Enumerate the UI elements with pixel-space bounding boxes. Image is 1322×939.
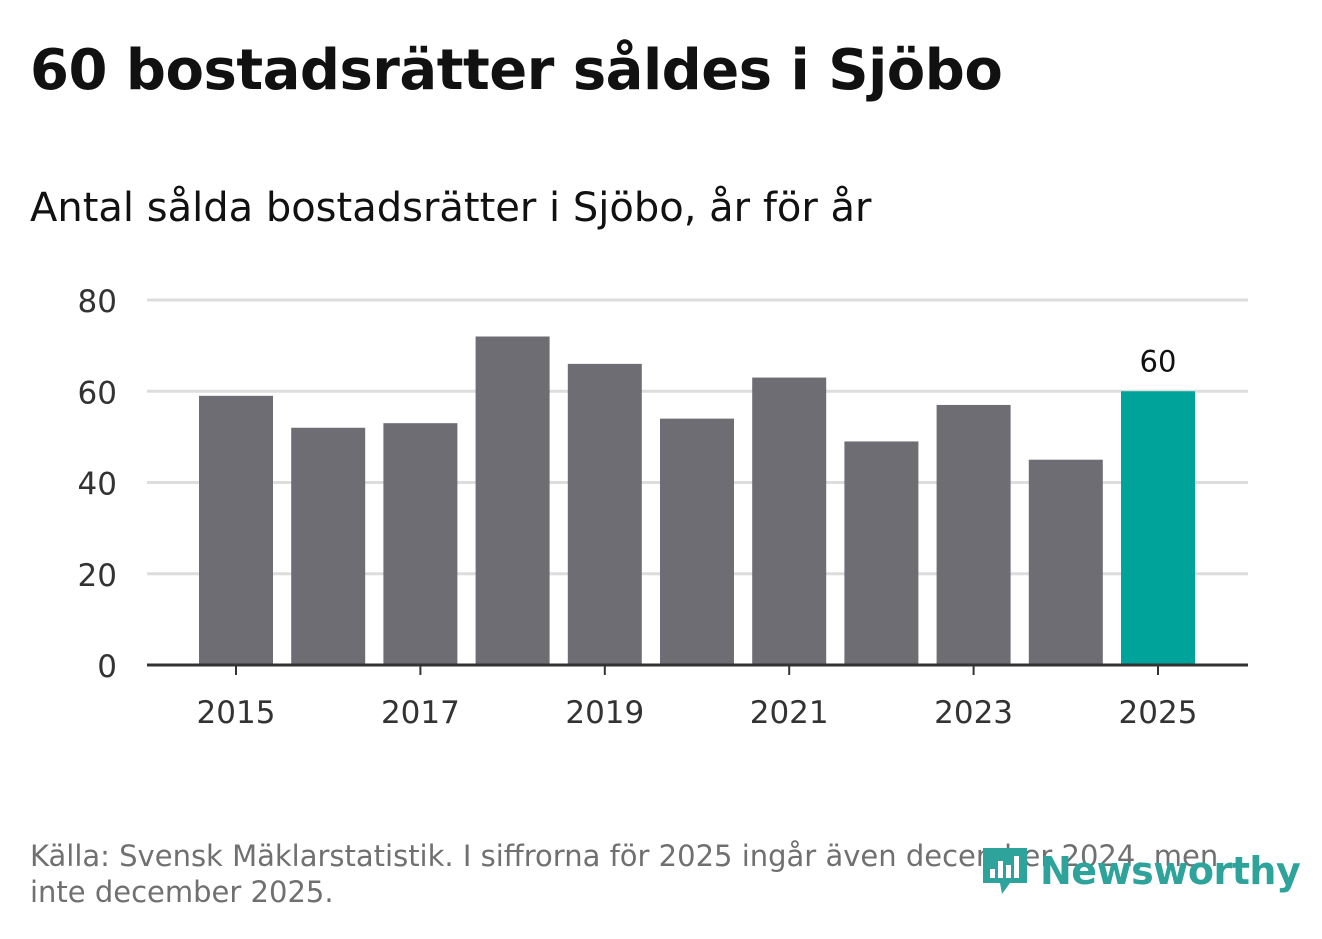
bar (844, 441, 919, 665)
newsworthy-logo-icon (983, 848, 1027, 894)
bar-chart: 0 20 40 60 80 60 2015 2017 2019 2021 2023 2025 (78, 284, 1248, 731)
y-tick-label: 80 (78, 284, 117, 320)
chart-subtitle: Antal sålda bostadsrätter i Sjöbo, år fö… (30, 185, 872, 231)
y-tick-label: 20 (78, 558, 117, 594)
x-tick-label: 2025 (1119, 695, 1198, 731)
data-label: 60 (1140, 344, 1177, 378)
bar (383, 423, 458, 665)
bar (1028, 459, 1103, 665)
bar (199, 395, 273, 665)
bar (475, 336, 550, 665)
bar-highlight (1121, 391, 1195, 665)
y-tick-label: 40 (78, 467, 117, 503)
bar (936, 404, 1011, 665)
y-tick-label: 60 (78, 375, 117, 411)
bar (291, 427, 366, 665)
x-tick-label: 2019 (565, 695, 644, 731)
x-tick-label: 2015 (197, 695, 276, 731)
x-tick-label: 2021 (750, 695, 829, 731)
newsworthy-logo: Newsworthy (980, 845, 1301, 897)
bar (567, 363, 642, 665)
y-tick-label: 0 (97, 649, 117, 685)
bar (752, 377, 827, 665)
x-tick-label: 2017 (381, 695, 460, 731)
bar (660, 418, 734, 665)
newsworthy-logo-text: Newsworthy (1040, 849, 1301, 893)
chart-title: 60 bostadsrätter såldes i Sjöbo (30, 38, 1003, 103)
x-tick-label: 2023 (934, 695, 1013, 731)
